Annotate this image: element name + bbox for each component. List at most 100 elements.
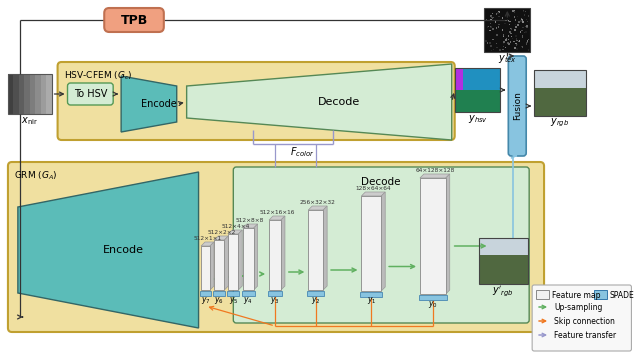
Polygon shape bbox=[281, 216, 285, 290]
Bar bbox=[523, 11, 524, 12]
Polygon shape bbox=[228, 230, 243, 234]
Bar bbox=[463, 68, 500, 112]
Bar bbox=[524, 32, 525, 33]
FancyBboxPatch shape bbox=[508, 56, 526, 156]
Bar bbox=[536, 290, 549, 299]
Polygon shape bbox=[381, 192, 385, 291]
Text: $y_2$: $y_2$ bbox=[311, 295, 321, 306]
Bar bbox=[522, 35, 523, 37]
Bar bbox=[497, 34, 498, 36]
Polygon shape bbox=[446, 174, 450, 294]
Bar bbox=[486, 40, 487, 42]
Bar bbox=[513, 16, 515, 18]
Text: SPADE: SPADE bbox=[609, 291, 634, 299]
Bar bbox=[201, 246, 210, 290]
Bar bbox=[214, 291, 225, 296]
Text: 512×2×2: 512×2×2 bbox=[207, 230, 236, 235]
Bar bbox=[486, 41, 487, 42]
Bar bbox=[508, 19, 509, 21]
Bar bbox=[594, 290, 607, 299]
Bar bbox=[506, 39, 507, 41]
Bar bbox=[522, 46, 523, 47]
Bar bbox=[498, 24, 499, 25]
Bar bbox=[513, 11, 514, 12]
Bar bbox=[24, 74, 30, 114]
Polygon shape bbox=[253, 224, 258, 290]
Bar bbox=[214, 240, 225, 290]
Bar bbox=[502, 42, 504, 44]
Bar bbox=[495, 21, 496, 23]
Text: $y_6$: $y_6$ bbox=[214, 295, 225, 306]
Bar bbox=[489, 29, 490, 31]
Bar bbox=[516, 35, 517, 36]
Text: Encode: Encode bbox=[141, 99, 177, 109]
Bar bbox=[527, 21, 528, 23]
Bar bbox=[492, 39, 493, 40]
Bar bbox=[515, 47, 516, 48]
Bar bbox=[497, 12, 499, 13]
Bar bbox=[8, 74, 13, 114]
Bar bbox=[525, 11, 527, 12]
Polygon shape bbox=[269, 216, 285, 220]
Text: Fusion: Fusion bbox=[513, 92, 522, 120]
Bar bbox=[523, 10, 524, 11]
Bar bbox=[454, 68, 483, 90]
Bar bbox=[419, 295, 447, 300]
Bar bbox=[508, 39, 509, 40]
Bar bbox=[507, 19, 509, 21]
Bar bbox=[520, 21, 522, 22]
Text: TPB: TPB bbox=[120, 13, 148, 27]
Bar bbox=[513, 41, 515, 42]
Bar bbox=[526, 27, 527, 28]
Bar bbox=[498, 26, 499, 28]
Bar bbox=[508, 35, 509, 37]
FancyBboxPatch shape bbox=[8, 162, 544, 332]
Bar bbox=[228, 234, 238, 290]
Bar bbox=[527, 39, 529, 40]
Bar bbox=[243, 228, 253, 290]
Bar bbox=[514, 29, 516, 30]
Bar bbox=[511, 28, 512, 30]
Bar bbox=[525, 43, 527, 45]
Bar bbox=[268, 291, 282, 296]
Bar bbox=[518, 21, 520, 23]
Text: Skip connection: Skip connection bbox=[554, 316, 615, 325]
Bar bbox=[511, 38, 513, 39]
Polygon shape bbox=[362, 192, 385, 196]
Bar bbox=[13, 74, 19, 114]
Bar bbox=[521, 30, 523, 32]
Bar bbox=[510, 33, 512, 34]
Bar bbox=[479, 238, 528, 284]
Bar bbox=[227, 291, 239, 296]
Text: $y_{tex}$: $y_{tex}$ bbox=[498, 53, 516, 65]
Bar bbox=[528, 49, 529, 51]
Bar bbox=[503, 35, 504, 37]
Text: HSV-CFEM $(G_c)$: HSV-CFEM $(G_c)$ bbox=[63, 69, 132, 81]
Bar bbox=[525, 31, 527, 33]
Bar bbox=[496, 43, 497, 44]
Text: 512×1×1: 512×1×1 bbox=[193, 236, 221, 241]
Text: $y_{hsv}$: $y_{hsv}$ bbox=[468, 113, 488, 125]
Bar bbox=[516, 35, 517, 36]
Bar bbox=[498, 16, 499, 17]
Bar bbox=[489, 19, 490, 20]
Bar bbox=[499, 49, 500, 51]
Bar bbox=[496, 27, 497, 29]
Bar bbox=[496, 47, 498, 48]
Bar bbox=[360, 292, 382, 297]
Text: Feature map: Feature map bbox=[552, 291, 600, 299]
Bar bbox=[510, 41, 511, 42]
Bar bbox=[506, 20, 507, 21]
Bar bbox=[509, 24, 510, 25]
Bar bbox=[527, 15, 529, 17]
Text: $y_0$: $y_0$ bbox=[428, 298, 438, 309]
Bar bbox=[420, 178, 446, 294]
Bar bbox=[502, 17, 503, 19]
Bar bbox=[534, 70, 586, 116]
Bar bbox=[502, 49, 504, 50]
Bar bbox=[492, 18, 493, 19]
Text: 64×128×128: 64×128×128 bbox=[415, 169, 454, 173]
Polygon shape bbox=[243, 224, 258, 228]
Bar bbox=[486, 26, 488, 28]
Bar bbox=[242, 291, 255, 296]
